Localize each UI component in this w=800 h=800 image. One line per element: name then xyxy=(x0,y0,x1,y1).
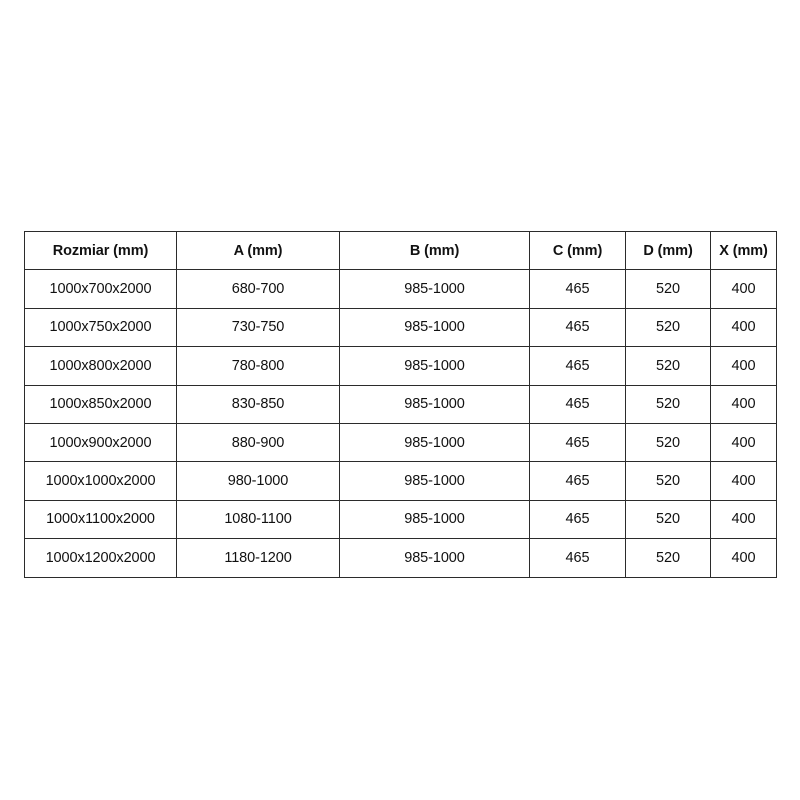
cell-x: 400 xyxy=(710,538,777,578)
cell-b: 985-1000 xyxy=(339,269,530,309)
cell-b: 985-1000 xyxy=(339,346,530,386)
table-row: 1000x850x2000 830-850 985-1000 465 520 4… xyxy=(24,384,777,424)
cell-size: 1000x800x2000 xyxy=(24,346,177,386)
cell-x: 400 xyxy=(710,307,777,348)
cell-size: 1000x850x2000 xyxy=(24,384,177,424)
column-header-c: C (mm) xyxy=(529,230,626,271)
cell-c: 465 xyxy=(529,538,626,578)
cell-size: 1000x750x2000 xyxy=(24,307,177,348)
cell-d: 520 xyxy=(625,384,711,424)
cell-size: 1000x700x2000 xyxy=(24,269,177,309)
cell-d: 520 xyxy=(625,422,711,463)
table-row: 1000x700x2000 680-700 985-1000 465 520 4… xyxy=(24,269,777,309)
cell-d: 520 xyxy=(625,346,711,386)
dimensions-table-container: Rozmiar (mm) A (mm) B (mm) C (mm) D (mm)… xyxy=(24,230,777,578)
table-row: 1000x1200x2000 1180-1200 985-1000 465 52… xyxy=(24,538,777,578)
table-row: 1000x1100x2000 1080-1100 985-1000 465 52… xyxy=(24,499,777,540)
cell-a: 730-750 xyxy=(176,307,340,348)
table-row: 1000x900x2000 880-900 985-1000 465 520 4… xyxy=(24,422,777,463)
cell-c: 465 xyxy=(529,422,626,463)
cell-d: 520 xyxy=(625,499,711,540)
cell-a: 880-900 xyxy=(176,422,340,463)
cell-a: 780-800 xyxy=(176,346,340,386)
cell-a: 1080-1100 xyxy=(176,499,340,540)
cell-c: 465 xyxy=(529,307,626,348)
cell-a: 980-1000 xyxy=(176,461,340,501)
table-row: 1000x750x2000 730-750 985-1000 465 520 4… xyxy=(24,307,777,348)
column-header-b: B (mm) xyxy=(339,230,530,271)
cell-size: 1000x900x2000 xyxy=(24,422,177,463)
cell-d: 520 xyxy=(625,461,711,501)
cell-x: 400 xyxy=(710,269,777,309)
cell-b: 985-1000 xyxy=(339,461,530,501)
cell-x: 400 xyxy=(710,384,777,424)
cell-d: 520 xyxy=(625,538,711,578)
cell-d: 520 xyxy=(625,307,711,348)
cell-x: 400 xyxy=(710,346,777,386)
cell-d: 520 xyxy=(625,269,711,309)
cell-size: 1000x1000x2000 xyxy=(24,461,177,501)
cell-c: 465 xyxy=(529,499,626,540)
cell-b: 985-1000 xyxy=(339,384,530,424)
cell-a: 1180-1200 xyxy=(176,538,340,578)
cell-x: 400 xyxy=(710,499,777,540)
table-row: 1000x1000x2000 980-1000 985-1000 465 520… xyxy=(24,461,777,501)
cell-b: 985-1000 xyxy=(339,422,530,463)
column-header-x: X (mm) xyxy=(710,230,777,271)
cell-c: 465 xyxy=(529,461,626,501)
cell-a: 830-850 xyxy=(176,384,340,424)
column-header-d: D (mm) xyxy=(625,230,711,271)
cell-b: 985-1000 xyxy=(339,499,530,540)
column-header-size: Rozmiar (mm) xyxy=(24,230,177,271)
cell-c: 465 xyxy=(529,384,626,424)
column-header-a: A (mm) xyxy=(176,230,340,271)
table-body: 1000x700x2000 680-700 985-1000 465 520 4… xyxy=(24,269,777,578)
cell-b: 985-1000 xyxy=(339,538,530,578)
dimensions-table: Rozmiar (mm) A (mm) B (mm) C (mm) D (mm)… xyxy=(24,230,777,578)
cell-size: 1000x1200x2000 xyxy=(24,538,177,578)
cell-size: 1000x1100x2000 xyxy=(24,499,177,540)
table-row: 1000x800x2000 780-800 985-1000 465 520 4… xyxy=(24,346,777,386)
cell-x: 400 xyxy=(710,461,777,501)
cell-c: 465 xyxy=(529,269,626,309)
cell-x: 400 xyxy=(710,422,777,463)
table-header: Rozmiar (mm) A (mm) B (mm) C (mm) D (mm)… xyxy=(24,230,777,271)
cell-c: 465 xyxy=(529,346,626,386)
cell-a: 680-700 xyxy=(176,269,340,309)
table-header-row: Rozmiar (mm) A (mm) B (mm) C (mm) D (mm)… xyxy=(24,230,777,271)
cell-b: 985-1000 xyxy=(339,307,530,348)
